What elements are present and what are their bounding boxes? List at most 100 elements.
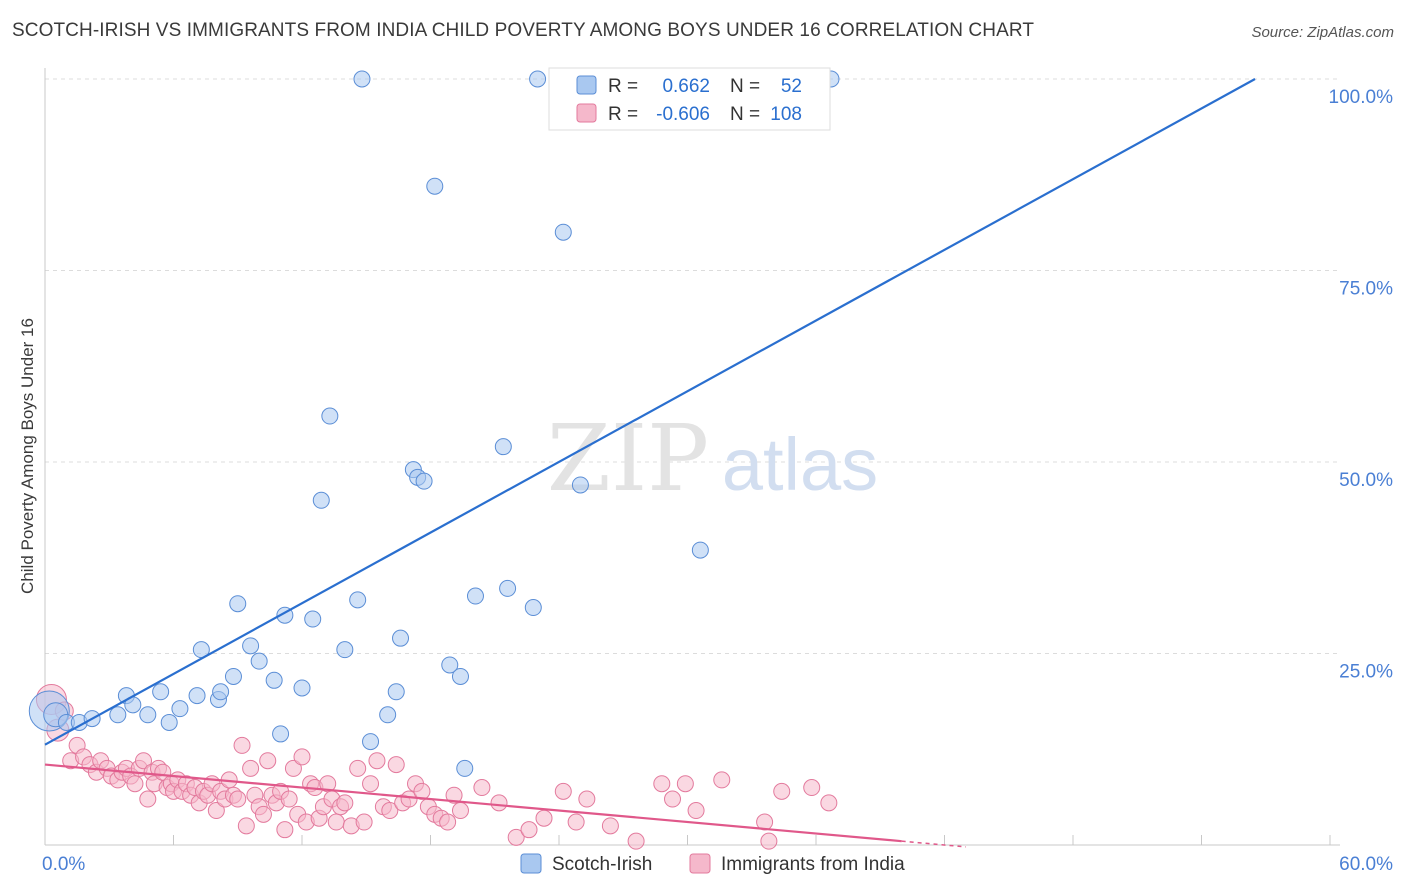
data-point-scotch-irish — [250, 652, 268, 670]
y-tick-label: 100.0% — [1329, 87, 1394, 108]
data-point-india — [601, 817, 619, 835]
data-point-scotch-irish — [188, 687, 206, 705]
data-point-india — [242, 759, 260, 777]
data-point-scotch-irish — [336, 641, 354, 659]
data-point-india — [756, 813, 774, 831]
legend-n-value-2: 108 — [770, 104, 802, 125]
data-point-scotch-irish — [426, 177, 444, 195]
data-point-india — [451, 802, 469, 820]
legend-r-value-1: 0.662 — [662, 76, 710, 97]
data-point-india — [237, 817, 255, 835]
data-point-scotch-irish — [265, 671, 283, 689]
data-point-scotch-irish — [379, 706, 397, 724]
data-point-scotch-irish — [272, 725, 290, 743]
bottom-legend-label-india: Immigrants from India — [721, 854, 905, 875]
data-point-india — [507, 828, 525, 846]
data-point-scotch-irish — [349, 591, 367, 609]
grid-lines — [45, 78, 1340, 654]
data-point-scotch-irish — [494, 438, 512, 456]
series-legend: Scotch-Irish Immigrants from India — [520, 853, 905, 875]
stats-legend: R = 0.662 N = 52 R = -0.606 N = 108 — [548, 67, 831, 131]
y-tick-label: 75.0% — [1339, 279, 1393, 300]
data-point-scotch-irish — [139, 706, 157, 724]
data-point-india — [400, 790, 418, 808]
data-point-india — [627, 832, 645, 850]
legend-r-label-1: R = — [608, 76, 638, 97]
data-point-india — [355, 813, 373, 831]
x-tick-label: 60.0% — [1339, 854, 1393, 875]
data-point-india — [687, 802, 705, 820]
legend-n-label-2: N = — [730, 104, 760, 125]
data-point-india — [413, 782, 431, 800]
data-point-india — [276, 821, 294, 839]
data-point-scotch-irish — [524, 599, 542, 617]
data-point-india — [139, 790, 157, 808]
data-point-scotch-irish — [160, 713, 178, 731]
bottom-legend-swatch-scotch-irish — [520, 853, 542, 874]
chart-title: SCOTCH-IRISH VS IMMIGRANTS FROM INDIA CH… — [12, 20, 1035, 41]
watermark: ZIP atlas — [547, 405, 878, 512]
x-tick-label: 0.0% — [42, 854, 85, 875]
data-point-scotch-irish — [212, 683, 230, 701]
trend-line-india-extension — [901, 840, 966, 848]
data-point-scotch-irish — [441, 656, 459, 674]
data-point-india — [254, 805, 272, 823]
data-point-india — [713, 771, 731, 789]
data-point-india — [760, 832, 778, 850]
data-point-scotch-irish — [392, 629, 410, 647]
data-point-scotch-irish — [456, 759, 474, 777]
data-point-scotch-irish — [387, 683, 405, 701]
data-point-india — [567, 813, 585, 831]
legend-r-value-2: -0.606 — [656, 104, 710, 125]
data-point-india — [578, 790, 596, 808]
data-point-india — [284, 759, 302, 777]
legend-swatch-india — [576, 103, 597, 123]
data-point-india — [126, 775, 144, 793]
data-point-scotch-irish — [152, 683, 170, 701]
data-point-india — [336, 794, 354, 812]
data-point-india — [233, 736, 251, 754]
legend-n-value-1: 52 — [781, 76, 802, 97]
watermark-zip: ZIP — [547, 405, 709, 512]
data-point-scotch-irish — [321, 407, 339, 425]
data-point-scotch-irish — [466, 587, 484, 605]
legend-n-label-1: N = — [730, 76, 760, 97]
data-point-india — [327, 813, 345, 831]
data-point-scotch-irish — [293, 679, 311, 697]
data-point-india — [135, 752, 153, 770]
data-point-scotch-irish — [362, 733, 380, 751]
data-point-scotch-irish — [571, 476, 589, 494]
data-point-scotch-irish — [304, 610, 322, 628]
data-point-india — [229, 790, 247, 808]
data-point-scotch-irish — [229, 595, 247, 613]
data-point-india — [259, 752, 277, 770]
data-point-india — [473, 779, 491, 797]
data-point-india — [280, 790, 298, 808]
data-point-scotch-irish — [109, 706, 127, 724]
data-point-india — [349, 759, 367, 777]
y-tick-label: 50.0% — [1339, 470, 1393, 491]
trend-line-scotch-irish — [44, 78, 1256, 746]
data-point-india — [803, 779, 821, 797]
data-point-scotch-irish — [312, 491, 330, 509]
data-point-india — [554, 782, 572, 800]
data-point-india — [820, 794, 838, 812]
data-point-india — [293, 748, 311, 766]
data-point-india — [362, 775, 380, 793]
data-point-india — [520, 821, 538, 839]
watermark-atlas: atlas — [722, 423, 878, 506]
source-credit: Source: ZipAtlas.com — [1251, 24, 1394, 41]
data-point-india — [207, 802, 225, 820]
data-point-scotch-irish — [224, 667, 242, 685]
bottom-legend-swatch-india — [689, 853, 711, 874]
y-axis-label: Child Poverty Among Boys Under 16 — [18, 318, 37, 594]
trend-line-india — [44, 763, 902, 843]
data-point-india — [381, 802, 399, 820]
data-point-india — [676, 775, 694, 793]
trend-lines — [44, 78, 1256, 848]
data-point-india — [387, 756, 405, 774]
data-point-india — [653, 775, 671, 793]
data-point-scotch-irish — [353, 70, 371, 88]
data-point-india — [445, 786, 463, 804]
